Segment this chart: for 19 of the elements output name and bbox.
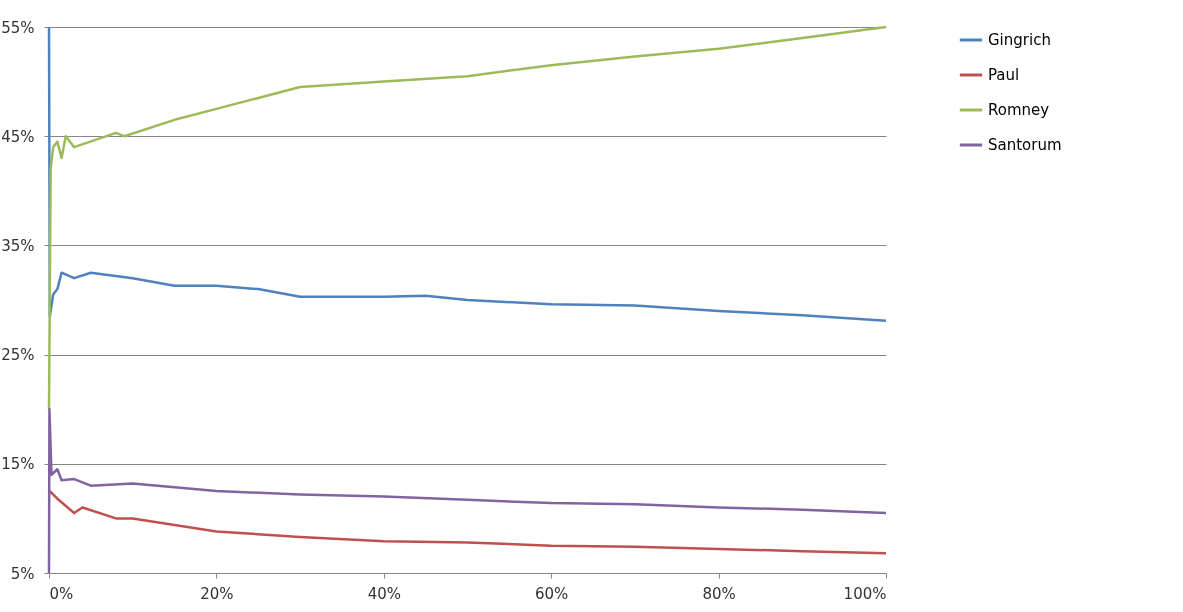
y-tick-label: 55% xyxy=(1,18,35,37)
y-tick-label: 45% xyxy=(1,127,35,146)
y-tick-label: 15% xyxy=(1,455,35,474)
y-tick-label: 25% xyxy=(1,346,35,365)
x-tick-label: 100% xyxy=(843,584,887,603)
x-tick-label: 60% xyxy=(535,584,569,603)
y-tick-label: 5% xyxy=(10,564,35,583)
y-tick-label: 35% xyxy=(1,236,35,255)
line-series xyxy=(47,25,888,411)
line-series xyxy=(47,407,888,575)
x-tick-label: 80% xyxy=(702,584,736,603)
legend-label: Gingrich xyxy=(988,31,1051,49)
legend-label: Romney xyxy=(988,101,1050,119)
x-tick-label: 20% xyxy=(200,584,234,603)
x-tick-label: 0% xyxy=(49,584,74,603)
legend-label: Santorum xyxy=(988,136,1062,154)
x-tick-label: 40% xyxy=(367,584,401,603)
legend-label: Paul xyxy=(988,66,1020,84)
line-series xyxy=(48,489,888,555)
